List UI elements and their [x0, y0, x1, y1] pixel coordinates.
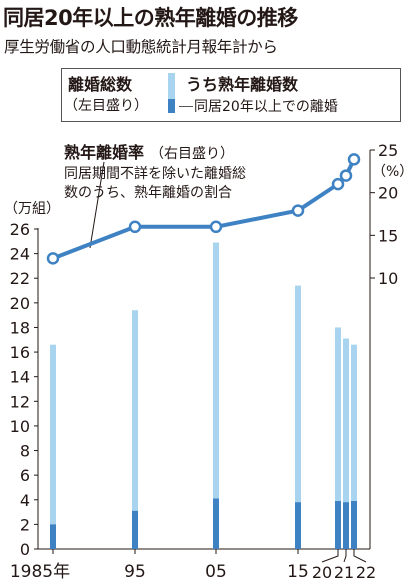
bar-mature-2021	[343, 502, 349, 549]
left-tick-label: 10	[10, 417, 30, 436]
left-tick-label: 0	[20, 540, 30, 559]
x-tick-label: 20	[312, 563, 332, 582]
legend-mature-note: 同居20年以上での離婚	[194, 99, 338, 115]
rate-point-1985	[46, 252, 60, 265]
bars	[50, 242, 357, 550]
x-tick-leader	[321, 549, 339, 563]
rate-note-line1: 同居期間不詳を除いた離婚総	[64, 165, 246, 182]
legend-leader-line	[179, 106, 193, 107]
rate-point-2020	[331, 177, 345, 191]
legend-total-note: （左目盛り）	[64, 98, 148, 114]
x-tick-leader	[343, 549, 347, 563]
right-axis-ticks: 10 15 20 25	[370, 141, 398, 288]
bar-mature-2015	[295, 502, 301, 549]
left-axis-unit: （万組）	[4, 201, 60, 217]
rate-label: 熟年離婚率	[64, 143, 144, 162]
right-tick-label: 10	[378, 269, 398, 288]
left-tick-label: 8	[20, 442, 30, 461]
source-note: 厚生労働省の人口動態統計月報年計から	[4, 38, 278, 56]
left-tick-label: 6	[20, 466, 30, 485]
bar-mature-2020	[335, 501, 341, 549]
bar-total-1995	[132, 310, 138, 549]
left-tick-label: 22	[10, 269, 30, 288]
left-tick-label: 14	[10, 368, 30, 387]
left-tick-label: 2	[20, 515, 30, 534]
left-tick-label: 26	[10, 220, 30, 239]
legend: 離婚総数 （左目盛り） うち熟年離婚数 同居20年以上での離婚	[61, 68, 401, 122]
x-tick-label: 15	[287, 562, 309, 582]
left-tick-label: 18	[10, 318, 30, 337]
bar-total-2021	[343, 338, 349, 549]
rate-point-2005	[209, 220, 223, 234]
x-tick-leader	[353, 549, 367, 563]
bar-total-2015	[295, 285, 301, 549]
rate-point-2021	[339, 169, 353, 182]
right-axis-unit: （%）	[372, 164, 409, 180]
rate-scale-label: （右目盛り）	[150, 146, 234, 162]
rate-note-line2: 数のうち、熟年離婚の割合	[64, 184, 232, 201]
right-tick-label: 15	[378, 226, 398, 245]
bar-mature-2022	[351, 501, 357, 549]
x-axis-ticks: 1985年 95 05 15 20 21 22	[10, 549, 376, 582]
legend-total-swatch	[168, 73, 175, 113]
left-tick-label: 12	[10, 392, 30, 411]
legend-mature-label: うち熟年離婚数	[186, 75, 299, 94]
left-tick-label: 4	[20, 491, 30, 510]
rate-point-1995	[128, 220, 142, 234]
bar-total-2005	[213, 242, 219, 550]
x-tick-label: 21	[334, 563, 354, 582]
left-tick-label: 24	[10, 245, 30, 264]
bar-total-1985	[50, 344, 56, 549]
right-tick-label: 20	[378, 184, 398, 203]
legend-mature-swatch	[168, 99, 175, 113]
rate-point-2022	[347, 153, 361, 166]
left-tick-label: 16	[10, 343, 30, 362]
right-tick-label: 25	[378, 141, 398, 160]
x-tick-label: 95	[124, 562, 146, 582]
x-tick-label: 05	[205, 562, 227, 582]
bar-total-2020	[335, 327, 341, 549]
x-tick-label: 22	[356, 563, 376, 582]
legend-total-label: 離婚総数	[68, 75, 133, 94]
rate-leader-line	[89, 161, 105, 249]
x-tick-label: 1985年	[10, 562, 70, 582]
chart-title: 同居20年以上の熟年離婚の推移	[3, 6, 298, 30]
bar-mature-1985	[50, 524, 56, 549]
rate-point-2015	[291, 204, 305, 217]
left-tick-label: 20	[10, 294, 30, 313]
rate-line-group	[46, 153, 361, 265]
bar-mature-2005	[213, 498, 219, 549]
bar-total-2022	[351, 344, 357, 549]
bar-mature-1995	[132, 510, 138, 549]
